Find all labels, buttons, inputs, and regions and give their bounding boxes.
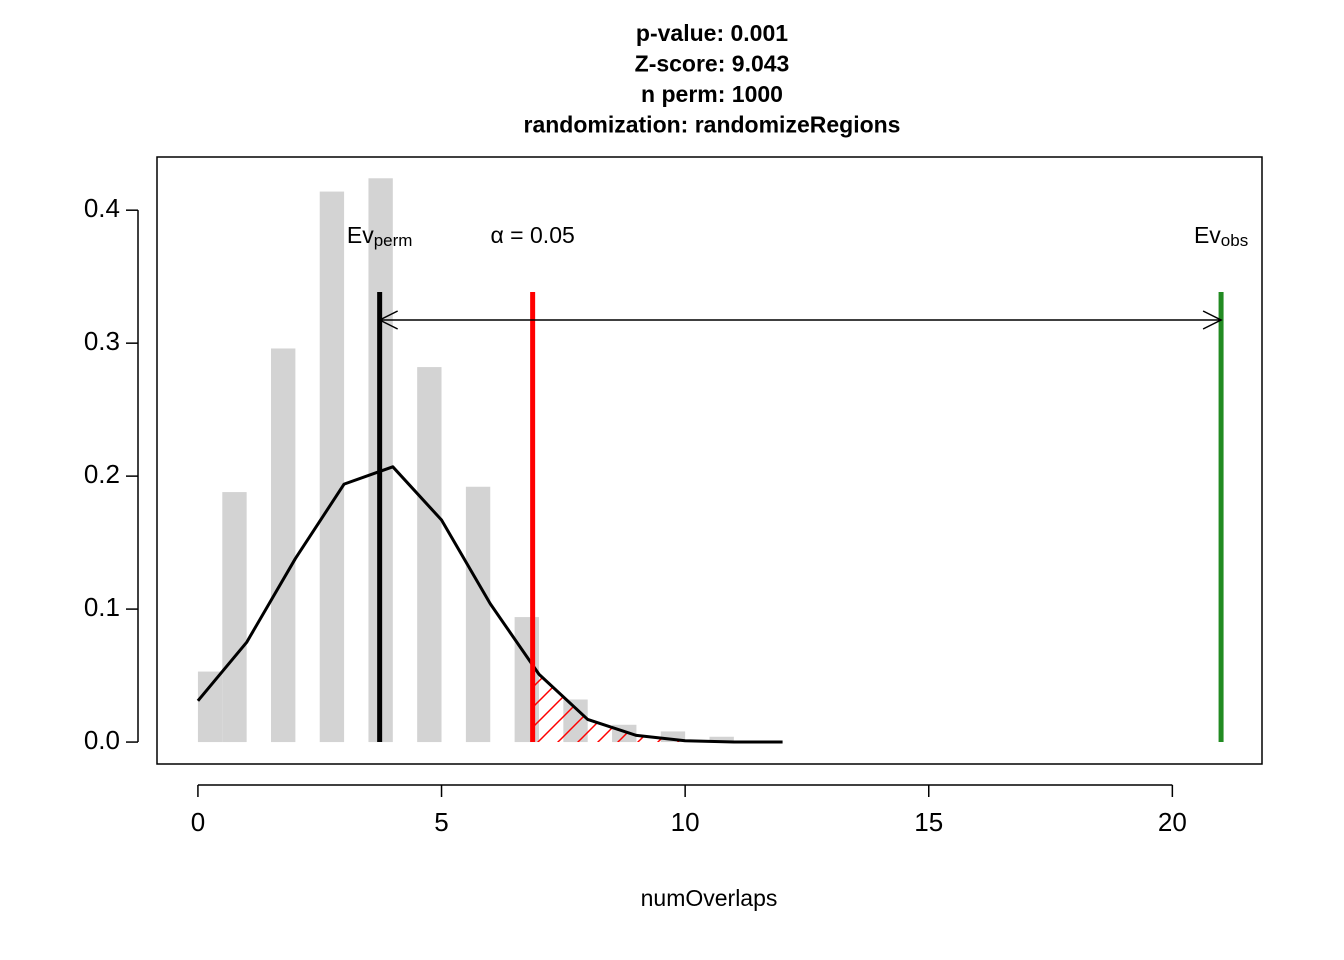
histogram-bar <box>709 736 734 743</box>
x-axis-label: numOverlaps <box>641 885 778 911</box>
histogram-bar <box>197 671 223 743</box>
chart-title: Z-score: 9.043 <box>635 51 790 77</box>
x-tick-label: 20 <box>1158 807 1187 837</box>
chart-title: randomization: randomizeRegions <box>524 112 901 138</box>
histogram-bar <box>222 492 247 743</box>
marker-label-main: α = 0.05 <box>491 222 575 248</box>
histogram-bar <box>319 191 345 743</box>
y-tick-label: 0.2 <box>84 459 120 489</box>
marker-label-main: Ev <box>347 222 374 248</box>
x-tick-label: 0 <box>191 807 205 837</box>
x-tick-label: 15 <box>914 807 943 837</box>
marker-label: α = 0.05 <box>491 222 575 248</box>
marker-label-sub: obs <box>1221 231 1248 250</box>
chart-title: p-value: 0.001 <box>636 20 788 46</box>
histogram-bar <box>465 486 491 743</box>
y-tick-label: 0.1 <box>84 592 120 622</box>
arrow-head <box>1202 310 1223 330</box>
y-tick-label: 0.3 <box>84 326 120 356</box>
marker-label: Evperm <box>347 222 413 250</box>
histogram-bar <box>271 348 296 743</box>
marker-label-main: Ev <box>1194 222 1221 248</box>
y-tick-label: 0.4 <box>84 193 120 223</box>
x-tick-label: 5 <box>434 807 448 837</box>
histogram-bar <box>417 367 442 743</box>
histogram-bar <box>660 731 686 743</box>
density-line <box>196 465 783 744</box>
marker-label: Evobs <box>1194 222 1248 250</box>
plot-box <box>156 156 1263 765</box>
x-tick-label: 10 <box>671 807 700 837</box>
marker-label-sub: perm <box>374 231 413 250</box>
y-tick-label: 0.0 <box>84 725 120 755</box>
arrow-head <box>377 310 398 330</box>
chart-title: n perm: 1000 <box>641 81 783 107</box>
